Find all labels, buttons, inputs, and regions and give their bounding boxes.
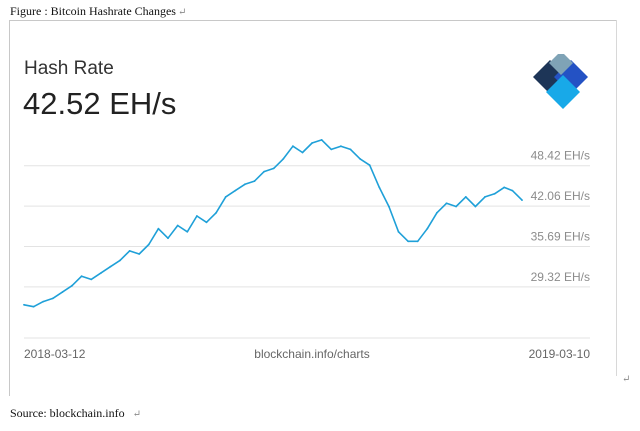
series-line-hash-rate: [23, 139, 523, 308]
series-point: [147, 243, 150, 246]
chart-grid: [24, 165, 590, 339]
series-point: [320, 139, 323, 141]
source-caption-text: Source: blockchain.info: [10, 406, 125, 420]
series-point: [301, 151, 304, 154]
series-point: [426, 227, 429, 230]
series-point: [340, 145, 342, 148]
series-point: [215, 211, 218, 214]
chart-current-value: 42.52 EH/s: [23, 86, 177, 121]
series-point: [407, 240, 409, 243]
series-point: [378, 186, 381, 189]
chart-frame-right-border: [616, 20, 617, 376]
series-point: [521, 199, 523, 202]
y-tick-label: 29.32 EH/s: [531, 270, 590, 284]
y-tick-label: 35.69 EH/s: [531, 229, 590, 243]
source-caption: Source: blockchain.info ↵: [10, 406, 141, 421]
series-point: [349, 148, 352, 151]
series-point: [23, 303, 25, 306]
series-point: [205, 221, 208, 224]
x-axis-start-label: 2018-03-12: [24, 347, 86, 361]
paragraph-mark-icon: ↵: [622, 374, 631, 385]
series-point: [244, 183, 246, 186]
series-point: [484, 196, 486, 198]
chart-frame-left-border: [9, 20, 10, 396]
series-point: [359, 158, 361, 160]
series-point: [474, 205, 477, 208]
y-tick-label: 42.06 EH/s: [531, 189, 590, 203]
series-point: [511, 189, 514, 192]
series-point: [186, 230, 189, 233]
series-point: [503, 186, 506, 189]
figure-caption: Figure : Bitcoin Hashrate Changes ↵: [10, 4, 186, 19]
series-point: [388, 205, 390, 208]
series-point: [51, 297, 54, 300]
series-point: [397, 230, 400, 233]
series-point: [455, 205, 457, 208]
series-point: [253, 180, 256, 183]
logo-tile-grey-icon: [549, 54, 573, 75]
chart-watermark-text: blockchain.info/charts: [254, 347, 369, 361]
series-point: [80, 275, 83, 278]
logo-tile-cyan-icon: [546, 75, 580, 109]
series-point: [90, 278, 93, 281]
series-point: [464, 196, 467, 198]
series-point: [311, 142, 313, 144]
series-point: [445, 202, 448, 205]
series-points: [23, 139, 523, 308]
y-tick-label: 48.42 EH/s: [531, 149, 590, 163]
y-axis-tick-labels: 48.42 EH/s 42.06 EH/s 35.69 EH/s 29.32 EH/s: [531, 149, 590, 284]
series-point: [157, 227, 160, 230]
figure-caption-text: Figure : Bitcoin Hashrate Changes: [10, 4, 176, 18]
x-axis-end-label: 2019-03-10: [529, 347, 591, 361]
paragraph-mark-icon: ↵: [132, 409, 142, 420]
series-point: [167, 237, 169, 240]
series-point: [416, 240, 419, 243]
series-point: [128, 250, 131, 252]
series-point: [493, 192, 496, 195]
series-point: [42, 300, 45, 303]
chart-title: Hash Rate: [24, 58, 114, 79]
series-point: [61, 291, 64, 293]
series-point: [272, 167, 275, 170]
series-point: [71, 284, 73, 287]
series-point: [368, 164, 371, 167]
paragraph-mark-icon: ↵: [177, 7, 187, 18]
series-point: [330, 148, 333, 151]
series-point: [292, 145, 294, 148]
series-point: [224, 196, 227, 198]
series-point: [196, 215, 198, 217]
series-point: [99, 272, 102, 274]
series-point: [436, 211, 438, 214]
series-point: [176, 224, 179, 227]
series-point: [32, 305, 35, 308]
chart-frame-top-border: [9, 20, 617, 21]
series-point: [234, 189, 237, 192]
series-point: [263, 170, 265, 173]
series-point: [119, 259, 121, 262]
series-point: [138, 253, 141, 255]
series-point: [109, 265, 112, 268]
blockchain-logo-icon: [533, 54, 588, 109]
series-point: [282, 158, 285, 160]
